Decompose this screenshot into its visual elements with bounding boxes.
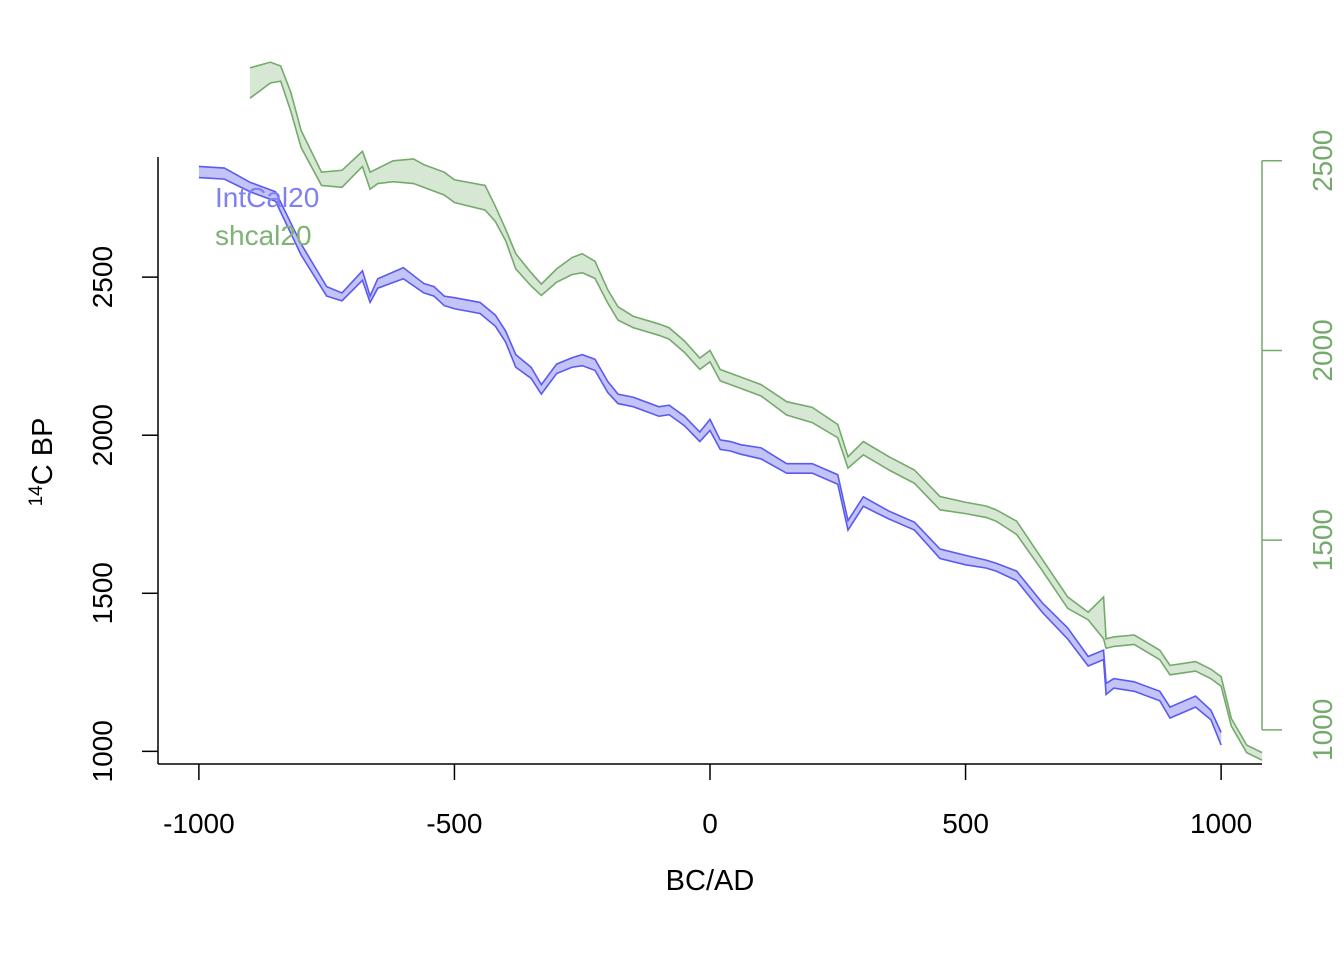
y-tick-label: 1000 <box>87 720 118 782</box>
x-tick-label: 1000 <box>1190 808 1252 839</box>
series-intcal20-band <box>198 166 1222 746</box>
series-shcal20-lower-line <box>249 80 1263 761</box>
series-shcal20 <box>249 61 1263 761</box>
x-tick-label: -500 <box>426 808 482 839</box>
series-intcal20 <box>198 165 1222 746</box>
left-y-axis: 1000 1500 2000 2500 <box>87 157 159 783</box>
right-y-tick-label: 2500 <box>1307 130 1338 192</box>
x-axis-title: BC/AD <box>666 865 755 897</box>
y-axis-title-main: C BP <box>27 418 59 486</box>
series-intcal20-lower-line <box>198 176 1222 746</box>
x-axis: -1000 -500 0 500 1000 <box>158 763 1262 839</box>
y-tick-label: 1500 <box>87 562 118 624</box>
series-shcal20-upper-line <box>249 61 1263 754</box>
legend: IntCal20 shcal20 <box>215 182 319 251</box>
legend-intcal20: IntCal20 <box>215 182 319 213</box>
x-tick-label: 0 <box>702 808 718 839</box>
right-y-axis: 1000 1500 2000 2500 <box>1261 130 1338 761</box>
right-y-tick-label: 2000 <box>1307 319 1338 381</box>
legend-shcal20: shcal20 <box>215 220 312 251</box>
x-tick-label: 500 <box>942 808 989 839</box>
y-axis-title: 14C BP <box>26 418 59 507</box>
series-shcal20-band <box>250 62 1262 761</box>
y-tick-label: 2500 <box>87 246 118 308</box>
series-layer <box>198 61 1263 761</box>
series-intcal20-upper-line <box>198 165 1222 733</box>
right-y-tick-label: 1500 <box>1307 509 1338 571</box>
y-axis-title-superscript: 14 <box>26 485 47 507</box>
y-tick-label: 2000 <box>87 404 118 466</box>
right-y-tick-label: 1000 <box>1307 699 1338 761</box>
svg-text:14C BP: 14C BP <box>26 418 59 507</box>
x-tick-label: -1000 <box>163 808 235 839</box>
